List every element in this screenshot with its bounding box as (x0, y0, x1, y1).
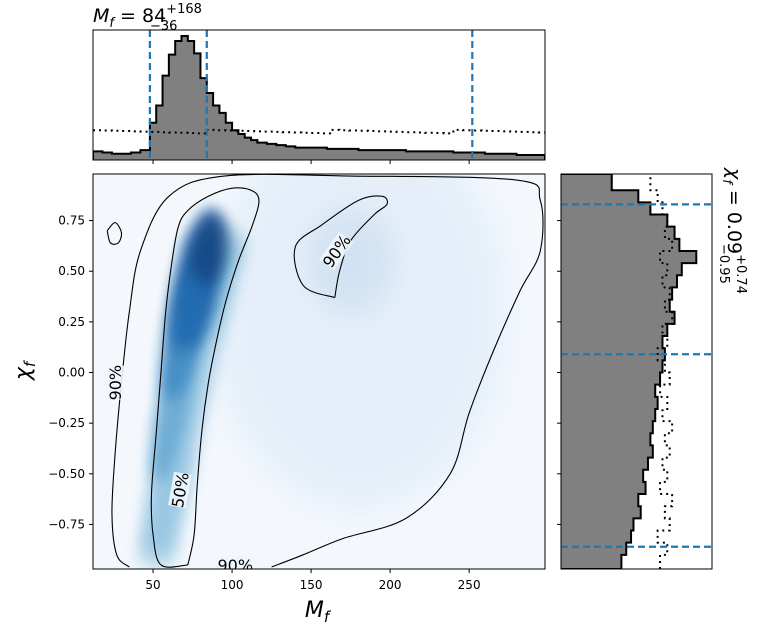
contour-label-bg-3 (319, 231, 354, 271)
x-axis-label: Mf (305, 598, 332, 626)
density-core-2 (150, 344, 194, 482)
top-marginal-panel: Mf = 84+168 −36 (92, 2, 546, 164)
y-tick-label-4: 0.25 (58, 315, 85, 329)
y-tick-label-0: −0.75 (48, 517, 85, 531)
contour-line-0 (150, 187, 260, 568)
right-quantile-lines (561, 203, 712, 548)
top-prior-histogram (93, 128, 545, 135)
x-tick-label-3: 200 (379, 578, 402, 592)
density-heatmap (136, 174, 509, 569)
x-tick-label-4: 250 (458, 578, 481, 592)
top-posterior-histogram (93, 35, 545, 160)
x-axis-ticks: 50 100 150 200 250 (145, 569, 481, 592)
top-panel-ticks (152, 160, 470, 164)
contour-label-bg-2 (218, 555, 253, 569)
top-panel-title: Mf = 84+168 −36 (93, 2, 202, 34)
contour-label-2: 90% (217, 556, 253, 575)
y-tick-label-5: 0.50 (58, 264, 85, 278)
right-panel-ticks (557, 220, 561, 525)
y-tick-label-6: 0.75 (58, 214, 85, 228)
y-tick-label-3: 0.00 (58, 366, 85, 380)
contour-label-bg-0 (168, 471, 192, 509)
y-axis-ticks: −0.75 −0.50 −0.25 0.00 0.25 0.50 0.75 (48, 214, 93, 531)
contour-label-1: 90% (106, 365, 125, 401)
contour-label-bg-1 (106, 365, 125, 400)
joint-panel-frame (92, 173, 546, 570)
y-tick-label-1: −0.50 (48, 467, 85, 481)
density-core-3 (190, 216, 230, 286)
x-tick-label-0: 50 (145, 578, 160, 592)
right-posterior-histogram (561, 174, 698, 569)
x-tick-label-1: 100 (221, 578, 244, 592)
x-tick-label-2: 150 (300, 578, 323, 592)
right-panel-frame (560, 173, 713, 570)
top-panel-frame (92, 29, 546, 161)
contours: 50%90%90%90% (106, 174, 544, 575)
y-tick-label-2: −0.25 (48, 416, 85, 430)
right-panel-title: χf = 0.09+0.74−0.95 (716, 167, 748, 294)
right-marginal-panel: χf = 0.09+0.74−0.95 (557, 167, 748, 570)
density-secondary-blob (305, 206, 396, 317)
right-prior-histogram (649, 174, 674, 569)
joint-density-panel: 50%90%90%90% 50 100 150 200 250 −0.75−0.50−0… (11, 173, 546, 626)
density-wide-blob (208, 174, 509, 512)
contour-line-4 (106, 222, 123, 245)
y-axis-label: χf (11, 359, 39, 381)
contour-line-1 (111, 174, 544, 568)
